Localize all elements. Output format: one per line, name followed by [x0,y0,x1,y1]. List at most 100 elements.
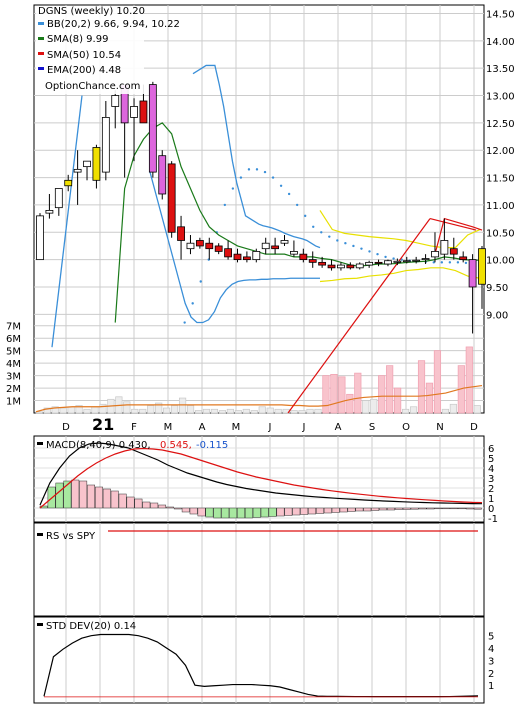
x-tick-label: D [470,422,478,433]
macd-tick-label: 0 [488,504,494,515]
volume-bar [83,408,91,414]
macd-histogram-bar [379,507,388,511]
bb-middle-dot [344,242,347,245]
rs-title: RS vs SPY [46,531,96,542]
bb-middle-dot [448,261,452,264]
bb-middle-dot [336,239,339,242]
bb-middle-dot [384,255,387,259]
trend-line [287,218,431,414]
candle-body [374,261,383,264]
volume-bar [290,410,298,414]
legend-swatch-bb [38,22,44,25]
volume-bar [394,387,402,414]
macd-histogram-bar [126,496,135,509]
macd-histogram-bar [331,507,340,513]
volume-tick-label: 2M [6,384,21,395]
candle-body [158,155,167,195]
macd-histogram-bar [87,484,95,509]
volume-bar [250,410,258,414]
candle-body [346,264,355,269]
x-tick-label: A [199,422,206,433]
volume-bar [75,405,83,414]
volume-bar [123,401,131,414]
volume-bar [234,410,242,414]
macd-histogram-bar [173,507,182,510]
macd-tick-label: 6 [488,444,494,455]
volume-bar [386,365,394,414]
volume-bar [433,350,442,414]
volume-bar [139,408,147,414]
candle-body [177,226,185,241]
candle-body [214,245,223,252]
std-legend: STD DEV(20) 0.14 [37,621,136,632]
price-tick-label: 9.50 [486,283,508,294]
macd-histogram-bar [205,507,214,518]
legend-swatch-ema200 [38,67,44,70]
bb-middle-dot [295,203,299,207]
macd-title: MACD(8,40,9) 0.430, [46,440,151,451]
volume-bar [210,408,219,414]
x-tick-label: N [436,422,443,433]
bb-middle-dot [320,231,323,234]
volume-tick-label: 6M [6,334,21,345]
std-tick-label: 5 [488,632,494,643]
volume-bar [147,405,155,414]
macd-histogram-bar [363,507,372,512]
legend-swatch-sma50 [38,52,44,55]
macd-histogram-bar [450,507,459,510]
candle-body [459,256,468,261]
macd-histogram-bar [434,507,443,510]
watermark: OptionChance.com [45,81,140,92]
candle-body [101,117,110,173]
macd-histogram-bar [244,507,253,519]
candle-body [431,251,439,258]
x-tick-label: O [402,422,410,433]
candle-body [337,264,345,269]
macd-histogram-bar [323,507,332,514]
bb-middle-dot [392,257,395,260]
candle-body [195,240,204,247]
macd-histogram-bar [229,507,238,519]
macd-histogram-bar [39,505,48,509]
volume-bar [306,408,314,414]
bb-middle-dot [287,192,291,196]
volume-average-line [35,384,483,413]
candle-body [421,258,430,261]
price-tick-label: 14.00 [486,37,515,48]
candle-body [242,256,251,261]
macd-histogram-bar [458,507,466,510]
macd-histogram-bar [237,507,245,519]
macd-histogram-bar [339,507,348,513]
volume-tick-label: 5M [6,347,21,358]
candle-body [36,215,44,261]
macd-histogram-bar [426,507,435,510]
volume-tick-label: 1M [6,397,21,408]
bb-middle-dot [368,250,371,253]
x-tick-label: A [335,422,342,433]
macd-tick-label: -1 [488,514,498,525]
volume-bar [194,410,203,414]
price-tick-label: 12.00 [486,146,515,157]
candle-body [327,264,336,269]
volume-bar [330,374,338,414]
macd-histogram-bar [252,507,261,518]
macd-histogram-bar [189,507,198,515]
macd-histogram-bar [197,507,206,517]
x-tick-label: D [62,422,70,433]
volume-bar [465,346,473,414]
volume-bar [35,411,43,414]
price-tick-label: 11.00 [486,201,515,212]
macd-histogram-bar [347,507,356,512]
candle-body [308,259,317,263]
volume-bar [218,410,226,414]
macd-histogram-bar [71,479,80,509]
macd-histogram-bar [63,480,72,509]
candle-body [468,259,477,288]
volume-bar [441,408,449,414]
candle-body [318,261,327,266]
volume-bar [298,410,306,414]
volume-tick-label: 3M [6,372,21,383]
x-tick-label: M [164,422,173,433]
volume-bar [338,376,346,414]
